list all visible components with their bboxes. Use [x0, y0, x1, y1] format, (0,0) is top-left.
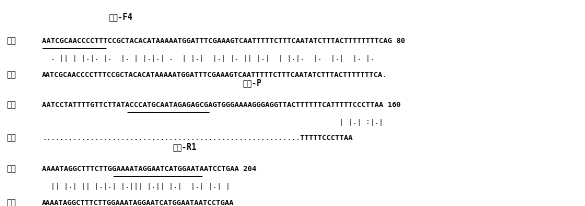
Text: 大米-R1: 大米-R1: [173, 142, 197, 151]
Text: 米稻: 米稻: [7, 198, 17, 206]
Text: . || | |.|. |.  |. | |.|.| .  | |.|  |.| |. || |.|  | |.|.  |.  |.|  |. |.: . || | |.|. |. |. | |.|.| . | |.| |.| |.…: [42, 55, 374, 62]
Text: 大米-F4: 大米-F4: [108, 13, 133, 22]
Text: AATCGCAACCCCTTTCCGCTACACATAAAAATGGATTTCGAAAGTCAATTTTTCTTTCAATATCTTTACTTTTTTTCA.: AATCGCAACCCCTTTCCGCTACACATAAAAATGGATTTCG…: [42, 72, 388, 78]
Text: AATCGCAACCCCTTTCCGCTACACATAAAAATGGATTTCGAAAGTCAATTTTTCTTTCAATATCTTTACTTTTTTTTCAG: AATCGCAACCCCTTTCCGCTACACATAAAAATGGATTTCG…: [42, 38, 405, 44]
Text: 粥稻: 粥稻: [7, 165, 17, 174]
Text: 大米-P: 大米-P: [243, 78, 262, 88]
Text: 粥稻: 粥稻: [7, 101, 17, 110]
Text: | |.| :|.|: | |.| :|.|: [42, 119, 383, 126]
Text: || |.| || |.|.| |.||| |.|| |.|  |.| |.| |: || |.| || |.|.| |.||| |.|| |.| |.| |.| |: [42, 183, 230, 190]
Text: AATCCTATTTTGTTCTTATACCCATGCAATAGAGAGCGAGTGGGAAAAGGGAGGTTACTTTTTTCATTTTTCCCTTAA 1: AATCCTATTTTGTTCTTATACCCATGCAATAGAGAGCGAG…: [42, 102, 401, 108]
Text: ...........................................................TTTTTCCCTTAA: ........................................…: [42, 135, 353, 141]
Text: AAAATAGGCTTTCTTGGAAATAGGAATCATGGAATAATCCTGAA: AAAATAGGCTTTCTTGGAAATAGGAATCATGGAATAATCC…: [42, 200, 235, 206]
Text: AAAATAGGCTTTCTTGGAAAATAGGAATCATGGAATAATCCTGAA 204: AAAATAGGCTTTCTTGGAAAATAGGAATCATGGAATAATC…: [42, 166, 256, 172]
Text: 粥稻: 粥稻: [7, 37, 17, 46]
Text: 米稻: 米稻: [7, 71, 17, 80]
Text: 米稻: 米稻: [7, 133, 17, 143]
